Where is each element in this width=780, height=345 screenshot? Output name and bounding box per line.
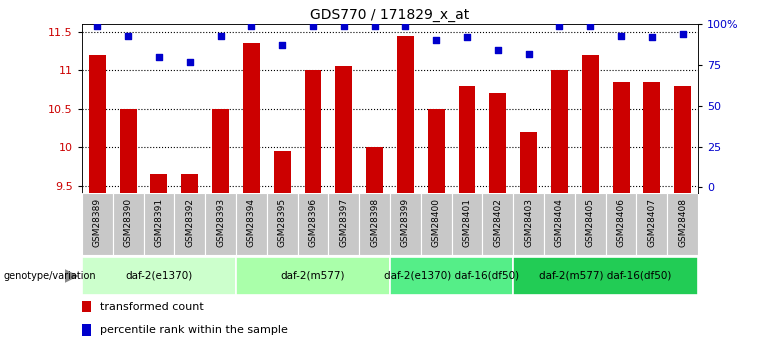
Bar [612, 82, 629, 193]
Bar [212, 109, 229, 193]
Point [91, 23, 104, 29]
Bar [636, 193, 667, 255]
Bar [119, 109, 136, 193]
Bar [390, 193, 421, 255]
Point [491, 48, 504, 53]
Bar [89, 55, 106, 193]
Text: percentile rank within the sample: percentile rank within the sample [101, 325, 289, 335]
Point [245, 23, 257, 29]
Point [523, 51, 535, 56]
Bar [144, 193, 174, 255]
Text: GSM28398: GSM28398 [370, 198, 379, 247]
Bar [544, 193, 575, 255]
Bar [82, 257, 236, 295]
Bar [513, 257, 698, 295]
Text: GSM28392: GSM28392 [185, 198, 194, 247]
Point [646, 34, 658, 40]
Text: GSM28402: GSM28402 [493, 198, 502, 247]
Bar [452, 193, 482, 255]
Text: GSM28391: GSM28391 [154, 198, 164, 247]
Bar [520, 132, 537, 193]
Text: GSM28407: GSM28407 [647, 198, 657, 247]
Bar [421, 193, 452, 255]
Point [399, 23, 412, 29]
Bar [243, 43, 260, 193]
Point [215, 33, 227, 38]
Bar [667, 193, 698, 255]
Text: daf-2(e1370): daf-2(e1370) [126, 271, 193, 281]
Bar [236, 257, 390, 295]
Text: daf-2(m577) daf-16(df50): daf-2(m577) daf-16(df50) [540, 271, 672, 281]
Bar [390, 257, 513, 295]
Point [153, 54, 165, 60]
Bar [112, 193, 144, 255]
Point [553, 23, 566, 29]
Text: GSM28389: GSM28389 [93, 198, 102, 247]
Point [430, 38, 442, 43]
Bar [513, 193, 544, 255]
Title: GDS770 / 171829_x_at: GDS770 / 171829_x_at [310, 8, 470, 22]
Point [461, 34, 473, 40]
Point [276, 43, 289, 48]
Text: GSM28406: GSM28406 [616, 198, 626, 247]
Bar [366, 147, 383, 193]
Bar [397, 36, 414, 193]
Bar [359, 193, 390, 255]
Point [676, 31, 689, 37]
Text: GSM28405: GSM28405 [586, 198, 595, 247]
Bar [644, 82, 661, 193]
Point [615, 33, 627, 38]
Bar [236, 193, 267, 255]
Bar [151, 174, 168, 193]
Point [307, 23, 319, 29]
Bar [274, 151, 291, 193]
Point [584, 23, 597, 29]
Bar [335, 66, 353, 193]
Bar [174, 193, 205, 255]
Bar [482, 193, 513, 255]
Text: GSM28400: GSM28400 [431, 198, 441, 247]
Polygon shape [65, 269, 79, 283]
Text: GSM28395: GSM28395 [278, 198, 287, 247]
Bar [298, 193, 328, 255]
Bar [551, 70, 568, 193]
Point [368, 23, 381, 29]
Point [183, 59, 196, 65]
Text: daf-2(m577): daf-2(m577) [281, 271, 346, 281]
Bar [582, 55, 599, 193]
Bar [82, 193, 112, 255]
Text: daf-2(e1370) daf-16(df50): daf-2(e1370) daf-16(df50) [384, 271, 519, 281]
Point [122, 33, 134, 38]
Bar [575, 193, 606, 255]
Text: GSM28404: GSM28404 [555, 198, 564, 247]
Text: GSM28396: GSM28396 [308, 198, 317, 247]
Text: GSM28397: GSM28397 [339, 198, 349, 247]
Text: GSM28401: GSM28401 [463, 198, 472, 247]
Bar [267, 193, 298, 255]
Point [338, 23, 350, 29]
Text: GSM28390: GSM28390 [123, 198, 133, 247]
Bar [205, 193, 236, 255]
Bar [82, 324, 91, 335]
Text: genotype/variation: genotype/variation [4, 271, 97, 281]
Bar [328, 193, 359, 255]
Bar [674, 86, 691, 193]
Text: GSM28394: GSM28394 [246, 198, 256, 247]
Bar [489, 93, 506, 193]
Bar [427, 109, 445, 193]
Bar [304, 70, 321, 193]
Bar [605, 193, 636, 255]
Text: GSM28393: GSM28393 [216, 198, 225, 247]
Text: GSM28399: GSM28399 [401, 198, 410, 247]
Bar [459, 86, 476, 193]
Text: GSM28403: GSM28403 [524, 198, 534, 247]
Bar [181, 174, 198, 193]
Text: GSM28408: GSM28408 [678, 198, 687, 247]
Text: transformed count: transformed count [101, 302, 204, 312]
Bar [82, 301, 91, 312]
